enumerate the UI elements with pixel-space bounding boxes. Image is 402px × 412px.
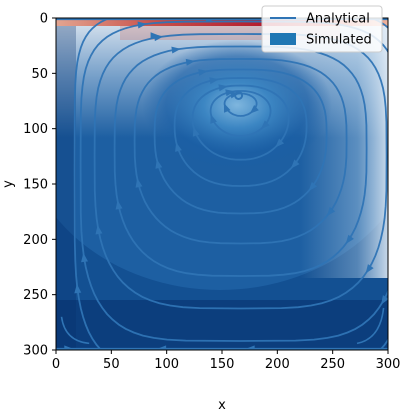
x-tick-label: 250	[320, 357, 345, 372]
streamline-arrow	[345, 234, 354, 244]
x-tick-label: 150	[210, 357, 235, 372]
streamline-arrow	[290, 159, 300, 169]
streamline-arrow	[223, 103, 231, 113]
streamline-arrow	[137, 21, 147, 29]
x-axis-label: x	[218, 398, 226, 412]
x-tick-label: 300	[376, 357, 401, 372]
x-tick-label: 0	[52, 357, 60, 372]
streamline-arrow	[387, 326, 397, 337]
y-tick-label: 300	[23, 344, 48, 359]
streamline-arrow	[210, 114, 217, 124]
streamline-arrow	[198, 68, 208, 76]
streamline-arrow	[81, 252, 88, 263]
y-tick-label: 250	[23, 288, 48, 303]
streamline	[191, 84, 290, 161]
y-tick-label: 200	[23, 233, 48, 248]
streamline	[60, 316, 90, 345]
streamline-arrow	[245, 345, 255, 350]
streamline-arrow	[175, 142, 182, 152]
legend-label: Analytical	[306, 12, 370, 27]
streamline-arrow	[209, 77, 219, 85]
y-tick-label: 0	[40, 12, 48, 27]
streamline-arrow	[185, 58, 196, 66]
streamline	[223, 92, 258, 117]
streamline-arrow	[171, 46, 181, 54]
streamline-arrow	[157, 345, 167, 350]
streamline	[173, 77, 308, 187]
axes: 0 50 100 150 200 250 300 0 50 100 150 200 250 300	[23, 12, 400, 373]
streamline-arrow	[205, 18, 215, 23]
streamline-arrow	[365, 264, 374, 274]
x-tick-label: 200	[265, 357, 290, 372]
streamline-arrow	[135, 178, 143, 188]
streamline-arrow	[326, 206, 336, 217]
x-tick-label: 50	[103, 357, 120, 372]
streamline-arrow	[381, 295, 388, 305]
streamline	[153, 68, 328, 215]
streamline-arrow	[260, 120, 270, 130]
streamline	[113, 45, 368, 277]
y-tick-label: 150	[23, 178, 48, 193]
y-tick-label: 50	[31, 67, 48, 82]
y-tick-label: 100	[23, 122, 48, 137]
streamline	[133, 58, 348, 245]
streamline-arrow	[218, 84, 228, 92]
streamline-arrow	[155, 159, 163, 169]
streamline-arrow	[150, 32, 160, 40]
streamline-arrow	[275, 138, 285, 148]
x-tick-label: 100	[154, 357, 179, 372]
streamline-arrow	[74, 284, 82, 294]
legend-swatch-patch	[270, 33, 296, 45]
legend: Analytical Simulated	[261, 5, 383, 53]
streamline	[356, 307, 385, 345]
streamline-arrow	[308, 181, 318, 192]
y-axis-label: y	[1, 180, 16, 188]
streamline-arrow	[115, 200, 123, 210]
streamline-arrow	[192, 126, 200, 137]
vortex-core	[234, 90, 244, 100]
streamline-arrow	[123, 10, 133, 18]
streamline-arrow	[95, 225, 103, 235]
legend-label: Simulated	[306, 33, 372, 48]
streamline-arrow	[249, 105, 259, 114]
streamline-arrow	[64, 345, 74, 350]
streamline-arrow	[225, 89, 235, 97]
streamline	[209, 90, 272, 137]
